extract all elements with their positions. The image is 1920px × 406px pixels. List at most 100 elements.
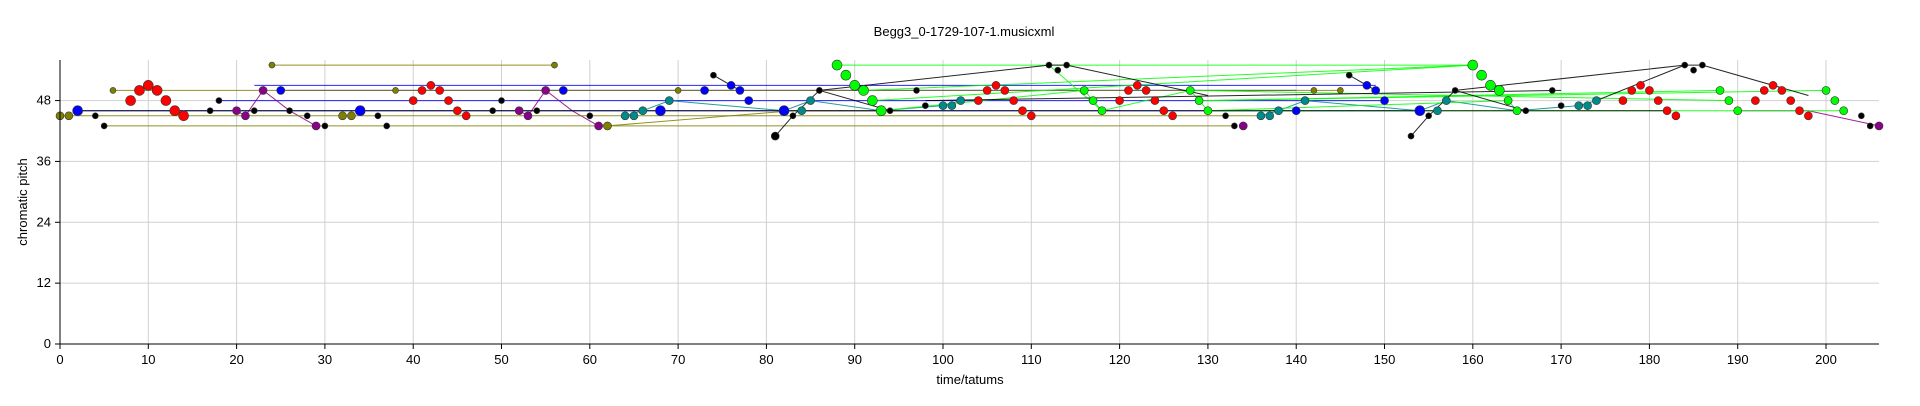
note-point <box>311 121 321 131</box>
note-point <box>858 85 869 96</box>
note-point <box>1345 71 1353 79</box>
note-point <box>886 107 894 115</box>
note-point <box>744 96 754 105</box>
x-tick-label: 120 <box>1109 352 1131 367</box>
note-point <box>735 86 745 95</box>
x-tick-label: 140 <box>1285 352 1307 367</box>
connector-line <box>1410 89 1526 137</box>
note-point <box>435 86 444 95</box>
gridlines <box>59 60 1879 345</box>
note-point <box>303 112 311 120</box>
note-point <box>1681 61 1689 69</box>
note-point <box>1751 96 1760 105</box>
note-point <box>444 96 453 105</box>
chart-title: Begg3_0-1729-107-1.musicxml <box>874 24 1055 39</box>
note-point <box>1715 86 1725 95</box>
note-point <box>1476 69 1487 81</box>
note-point <box>1442 96 1451 105</box>
x-tick-label: 190 <box>1727 352 1749 367</box>
note-point <box>559 86 568 95</box>
x-tick-label: 30 <box>318 352 332 367</box>
note-point <box>241 111 250 121</box>
y-tick-label: 48 <box>37 93 51 108</box>
connector-line <box>624 100 961 117</box>
note-point <box>1768 81 1778 90</box>
connector-line <box>774 89 891 137</box>
note-point <box>1858 112 1865 120</box>
note-point <box>426 81 436 90</box>
note-point <box>638 106 648 116</box>
note-point <box>1168 111 1177 121</box>
note-point <box>1407 132 1415 140</box>
note-point <box>1618 96 1628 105</box>
note-point <box>1018 106 1027 116</box>
note-point <box>276 86 286 95</box>
note-point <box>1724 96 1734 105</box>
note-point <box>1653 96 1663 105</box>
note-point <box>1238 121 1248 131</box>
note-point <box>72 105 83 117</box>
note-point <box>1362 81 1372 90</box>
x-tick-label: 180 <box>1639 352 1661 367</box>
note-point <box>1310 87 1318 94</box>
note-point <box>392 87 399 94</box>
note-point <box>1063 61 1070 69</box>
note-point <box>1203 106 1213 116</box>
note-point <box>1027 111 1036 121</box>
note-markers <box>55 59 1884 141</box>
note-point <box>594 121 603 131</box>
note-point <box>92 112 99 120</box>
note-point <box>453 106 462 116</box>
connector-line <box>1207 100 1518 112</box>
x-tick-label: 150 <box>1374 352 1396 367</box>
note-point <box>789 112 797 120</box>
note-point <box>674 87 682 94</box>
x-tick-label: 110 <box>1021 352 1042 367</box>
connector-line <box>1455 64 1809 96</box>
note-point <box>383 122 391 130</box>
note-point <box>1839 106 1848 116</box>
note-point <box>169 105 181 117</box>
note-point <box>1150 96 1160 105</box>
note-point <box>726 81 736 90</box>
note-point <box>922 102 929 109</box>
note-point <box>778 105 790 117</box>
note-point <box>806 96 815 105</box>
note-point <box>913 87 920 94</box>
note-point <box>956 96 965 105</box>
note-point <box>1000 86 1010 95</box>
note-point <box>374 112 382 120</box>
note-point <box>620 111 630 121</box>
connector-line <box>819 64 1209 96</box>
note-point <box>151 85 163 96</box>
note-point <box>408 96 418 105</box>
note-point <box>268 61 276 69</box>
note-point <box>1009 96 1018 105</box>
note-point <box>461 111 471 121</box>
connector-line <box>1260 100 1597 117</box>
note-point <box>178 110 189 122</box>
note-point <box>1088 96 1098 105</box>
note-point <box>258 86 268 95</box>
connector-line <box>872 64 1473 102</box>
x-tick-label: 0 <box>56 352 63 367</box>
note-point <box>1874 121 1884 131</box>
note-point <box>1256 111 1266 121</box>
note-point <box>1636 81 1645 90</box>
note-point <box>347 111 356 121</box>
note-point <box>1866 122 1874 130</box>
note-point <box>603 121 612 131</box>
note-point <box>489 107 496 115</box>
note-point <box>867 95 878 106</box>
note-point <box>1592 96 1601 105</box>
x-tick-label: 80 <box>759 352 773 367</box>
connector-line <box>1190 89 1729 102</box>
note-point <box>849 80 861 91</box>
note-point <box>523 111 533 121</box>
x-tick-label: 10 <box>141 352 155 367</box>
note-point <box>232 106 241 116</box>
note-point <box>1690 66 1697 74</box>
note-point <box>1786 96 1795 105</box>
note-point <box>710 71 717 79</box>
